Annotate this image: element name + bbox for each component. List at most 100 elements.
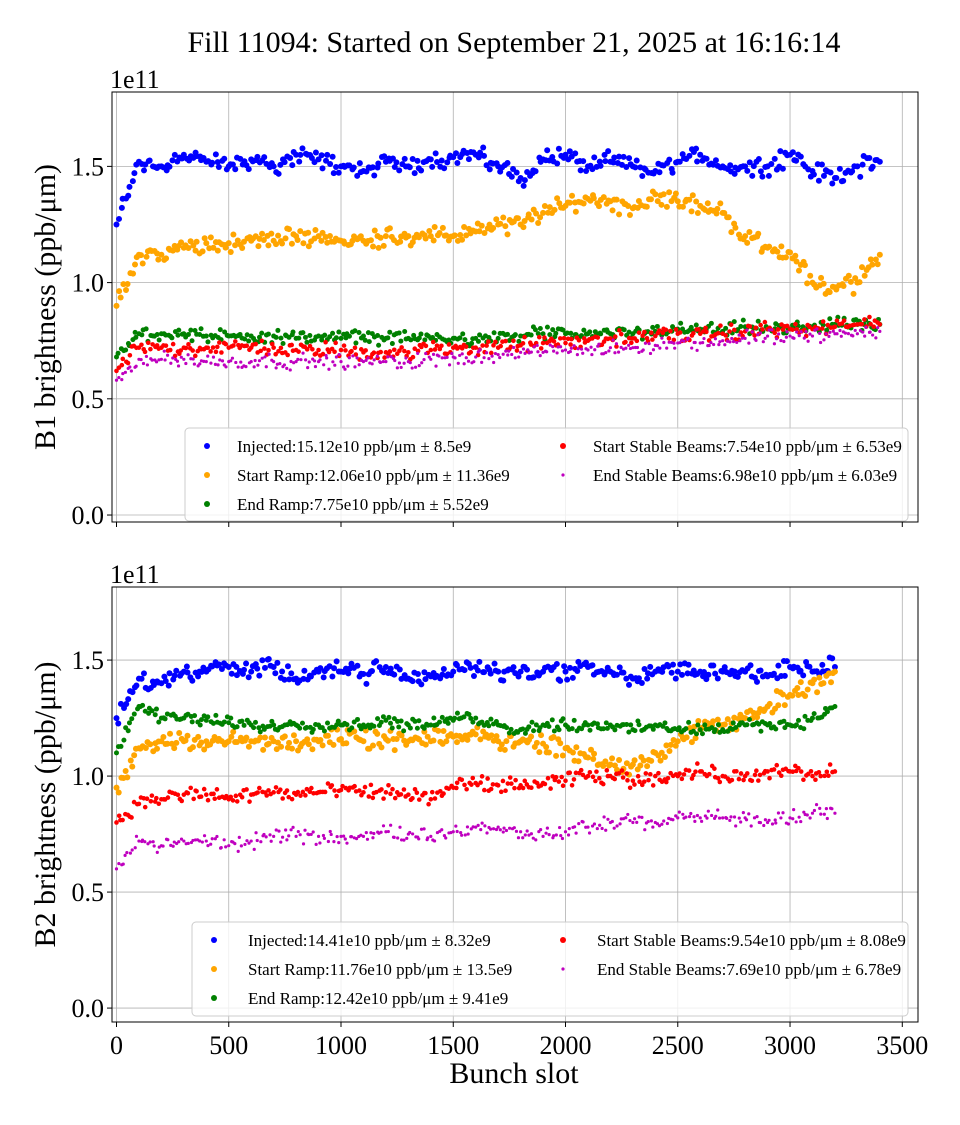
data-point [176,364,181,368]
data-point [189,357,193,361]
data-point [723,333,729,338]
data-point [434,343,440,348]
data-point [173,667,180,674]
data-point [765,334,770,338]
data-point [476,658,483,665]
data-point [647,196,654,203]
data-point [833,174,840,181]
data-point [233,663,240,670]
data-point [304,339,310,345]
data-point [820,322,826,328]
data-point [327,367,331,371]
data-point [535,219,542,226]
data-point [820,172,827,179]
data-point [228,670,235,677]
data-point [116,288,123,295]
data-point [357,169,364,176]
data-point [379,787,384,792]
data-point [127,352,133,358]
data-point [568,342,573,347]
data-point [358,726,364,732]
data-point [480,360,484,365]
data-point [297,151,304,158]
data-point [480,821,484,825]
data-point [808,816,812,820]
data-point [192,713,198,719]
data-point [177,840,181,844]
data-point [822,812,826,816]
legend-box [191,921,909,1017]
data-point [259,657,266,664]
data-point [453,150,460,157]
data-point [284,663,291,670]
data-point [712,766,717,771]
y-axis-label: B2 brightness (ppb/μm) [29,661,62,947]
data-point [146,157,153,164]
data-point [258,348,263,354]
data-point [288,670,295,677]
data-point [818,806,822,810]
data-point [320,351,326,357]
data-point [211,355,216,359]
data-point [491,660,498,667]
data-point [515,673,522,680]
data-point [694,670,701,677]
data-point [653,333,658,339]
data-point [425,671,432,678]
data-point [771,767,777,772]
data-point [693,145,700,152]
data-point [602,758,609,765]
data-point [548,786,553,791]
data-point [740,317,746,323]
data-point [454,780,460,786]
data-point [745,328,749,332]
data-point [794,326,800,332]
data-point [555,351,559,355]
data-point [142,804,148,810]
data-point [768,161,775,168]
data-point [557,336,563,341]
data-point [503,338,508,344]
data-point [217,327,223,333]
data-point [624,816,628,820]
data-point [254,153,261,160]
data-point [642,329,647,335]
data-point [551,345,555,349]
data-point [840,282,847,289]
data-point [790,769,796,775]
data-point [372,831,376,836]
data-point [689,811,693,816]
data-point [319,742,326,749]
data-point [200,840,204,844]
data-point [353,352,359,357]
data-point [779,816,783,820]
data-point [562,668,569,675]
data-point [418,681,425,688]
data-point [259,840,263,844]
data-point [868,321,873,327]
data-point [567,827,571,831]
data-point [345,841,349,845]
data-point [852,275,859,282]
data-point [799,330,803,334]
data-point [285,838,289,842]
data-point [717,200,724,207]
data-point [373,658,380,665]
data-point [184,669,191,676]
data-point [665,346,669,350]
data-point [210,837,214,841]
data-point [268,734,275,741]
y-tick-label: 0.0 [72,994,105,1023]
data-point [843,331,848,335]
data-point [616,211,623,218]
data-point [301,667,308,674]
data-point [403,741,410,748]
data-point [478,780,483,785]
data-point [688,324,694,330]
data-point [813,777,818,783]
data-point [731,668,738,675]
data-point [322,836,326,840]
data-point [805,813,809,817]
data-point [643,203,650,210]
data-point [587,727,593,733]
